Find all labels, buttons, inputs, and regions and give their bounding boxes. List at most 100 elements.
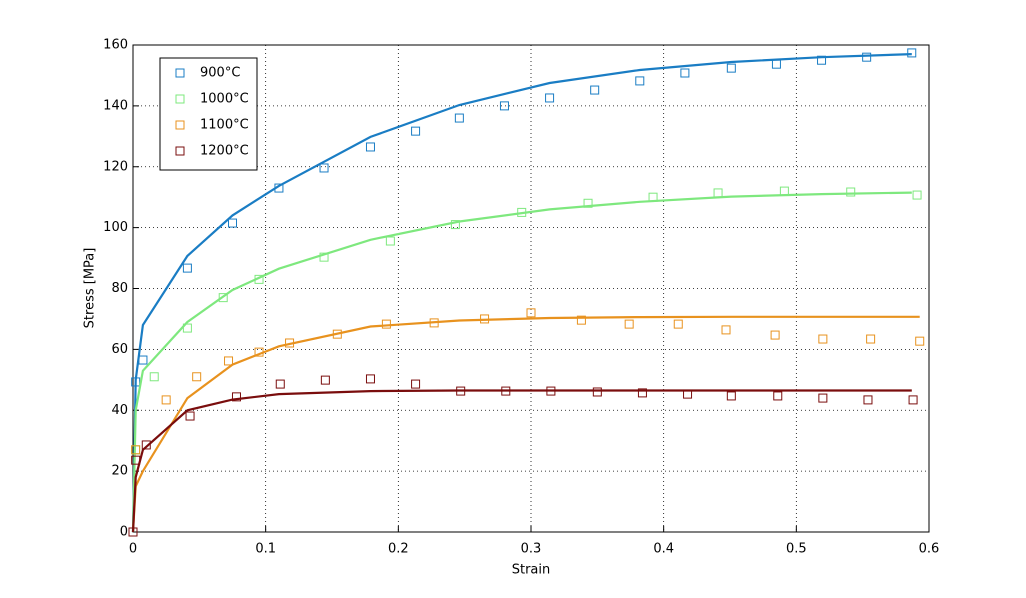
x-tick-label: 0.6	[919, 542, 940, 557]
y-tick-label: 160	[103, 38, 128, 53]
fit-line	[131, 191, 912, 533]
data-marker	[673, 319, 683, 329]
data-marker	[862, 52, 872, 62]
x-axis-label: Strain	[512, 563, 551, 578]
data-marker	[454, 113, 464, 123]
y-axis-label: Stress [MPa]	[83, 248, 98, 329]
data-marker	[773, 391, 783, 401]
data-marker	[907, 48, 917, 58]
data-marker	[721, 325, 731, 335]
data-marker	[501, 386, 511, 396]
data-marker	[908, 395, 918, 405]
x-tick-label: 0.5	[786, 542, 807, 557]
data-marker	[319, 163, 329, 173]
data-marker	[128, 527, 138, 537]
data-marker	[499, 101, 509, 111]
data-marker	[771, 59, 781, 69]
data-marker	[592, 387, 602, 397]
data-marker	[576, 315, 586, 325]
legend-marker	[175, 68, 185, 78]
data-marker	[429, 318, 439, 328]
data-marker	[590, 85, 600, 95]
data-marker	[480, 314, 490, 324]
data-marker	[915, 336, 925, 346]
data-marker	[817, 55, 827, 65]
y-tick-label: 120	[103, 159, 128, 174]
data-marker	[637, 388, 647, 398]
data-marker	[218, 293, 228, 303]
legend-label: 1200°C	[200, 144, 249, 159]
x-tick-label: 0.3	[521, 542, 542, 557]
data-marker	[526, 308, 536, 318]
data-marker	[149, 372, 159, 382]
data-marker	[365, 374, 375, 384]
x-tick-label: 0.1	[255, 542, 276, 557]
data-marker	[182, 323, 192, 333]
data-marker	[863, 395, 873, 405]
data-marker	[818, 393, 828, 403]
data-marker	[274, 183, 284, 193]
data-marker	[411, 126, 421, 136]
data-marker	[583, 198, 593, 208]
data-marker	[545, 93, 555, 103]
y-tick-label: 60	[111, 342, 128, 357]
data-marker	[224, 356, 234, 366]
y-tick-label: 20	[111, 464, 128, 479]
data-marker	[648, 192, 658, 202]
data-marker	[275, 379, 285, 389]
data-marker	[450, 220, 460, 230]
data-marker	[546, 386, 556, 396]
data-marker	[683, 389, 693, 399]
data-marker	[456, 386, 466, 396]
data-marker	[770, 330, 780, 340]
data-marker	[635, 76, 645, 86]
fit-line	[131, 53, 912, 533]
x-tick-label: 0.4	[653, 542, 674, 557]
data-marker	[192, 372, 202, 382]
data-marker	[866, 334, 876, 344]
data-marker	[779, 186, 789, 196]
data-marker	[385, 236, 395, 246]
x-tick-label: 0.2	[388, 542, 409, 557]
fit-line	[131, 389, 912, 533]
y-tick-label: 0	[120, 525, 128, 540]
data-marker	[320, 375, 330, 385]
data-marker	[381, 319, 391, 329]
data-marker	[818, 334, 828, 344]
legend-label: 1000°C	[200, 92, 249, 107]
legend-marker	[175, 94, 185, 104]
data-marker	[231, 392, 241, 402]
data-marker	[182, 263, 192, 273]
y-tick-label: 80	[111, 281, 128, 296]
data-marker	[131, 377, 141, 387]
data-marker	[185, 411, 195, 421]
data-marker	[319, 252, 329, 262]
fit-line	[131, 315, 920, 533]
data-marker	[138, 355, 148, 365]
data-marker	[254, 274, 264, 284]
data-marker	[726, 63, 736, 73]
legend-marker	[175, 120, 185, 130]
y-tick-label: 140	[103, 98, 128, 113]
data-marker	[912, 190, 922, 200]
legend-label: 1100°C	[200, 118, 249, 133]
data-marker	[846, 187, 856, 197]
legend-label: 900°C	[200, 66, 240, 81]
data-marker	[411, 379, 421, 389]
data-marker	[726, 391, 736, 401]
y-tick-label: 40	[111, 403, 128, 418]
data-marker	[131, 455, 141, 465]
data-marker	[332, 329, 342, 339]
data-marker	[624, 319, 634, 329]
data-marker	[131, 445, 141, 455]
data-marker	[517, 207, 527, 217]
data-marker	[285, 338, 295, 348]
data-marker	[141, 440, 151, 450]
plot-frame	[132, 44, 930, 533]
data-marker	[680, 68, 690, 78]
data-marker	[254, 347, 264, 357]
y-tick-label: 100	[103, 220, 128, 235]
data-marker	[713, 188, 723, 198]
